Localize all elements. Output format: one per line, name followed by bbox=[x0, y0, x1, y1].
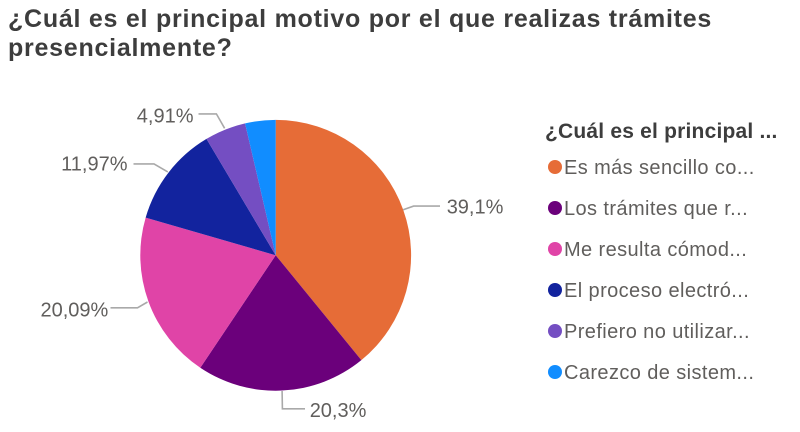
svg-text:39,1%: 39,1% bbox=[447, 196, 504, 218]
svg-text:11,97%: 11,97% bbox=[61, 154, 128, 176]
svg-text:20,3%: 20,3% bbox=[310, 400, 367, 422]
svg-text:4,91%: 4,91% bbox=[137, 106, 194, 128]
svg-text:20,09%: 20,09% bbox=[40, 300, 108, 322]
